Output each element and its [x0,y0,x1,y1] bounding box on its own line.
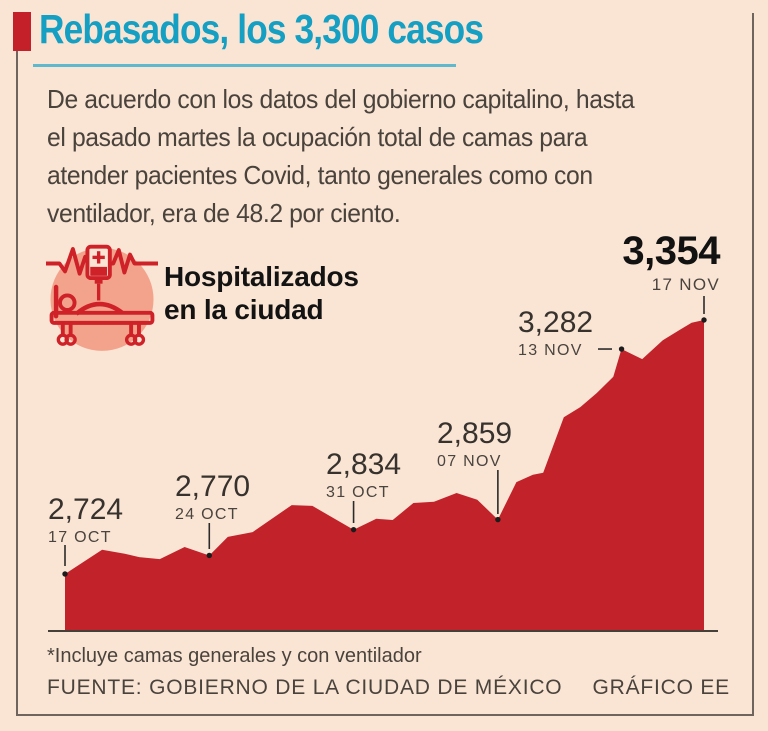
data-label: 2,859 07 NOV [437,419,512,471]
data-value: 2,770 [175,470,251,503]
data-label: 2,724 17 OCT [48,495,123,547]
chart-title-line: en la ciudad [164,294,324,325]
data-date: 13 NOV [518,342,583,359]
data-date: 17 OCT [48,529,112,546]
data-date: 17 NOV [651,275,720,294]
data-value: 2,724 [48,493,124,526]
data-value: 2,834 [326,448,402,481]
graphic-credit: GRÁFICO EE [592,676,730,699]
data-label: 2,834 31 OCT [326,450,401,502]
title-bullet [13,12,31,51]
intro-line: De acuerdo con los datos del gobierno ca… [47,84,635,114]
source-credit: FUENTE: GOBIERNO DE LA CIUDAD DE MÉXICO [47,676,563,699]
intro-line: el pasado martes la ocupación total de c… [47,122,588,152]
title-underline [33,64,456,67]
footnote: *Incluye camas generales y con ventilado… [47,645,422,667]
data-label: 3,282 13 NOV [518,308,593,360]
chart-title: Hospitalizados en la ciudad [164,260,359,326]
page-title: Rebasados, los 3,300 casos [39,6,484,52]
card-frame [16,13,754,716]
data-value: 2,859 [437,417,513,450]
data-label: 2,770 24 OCT [175,472,250,524]
data-date: 31 OCT [326,484,390,501]
intro-line: ventilador, era de 48.2 por ciento. [47,198,401,228]
chart-title-line: Hospitalizados [164,261,359,292]
data-label-max: 3,354 17 NOV [598,231,720,295]
intro-paragraph: De acuerdo con los datos del gobierno ca… [47,80,635,232]
hospital-bed-icon [43,240,161,352]
data-date: 07 NOV [437,453,502,470]
data-date: 24 OCT [175,506,239,523]
data-value: 3,354 [622,229,720,273]
data-value: 3,282 [518,306,594,339]
intro-line: atender pacientes Covid, tanto generales… [47,160,593,190]
